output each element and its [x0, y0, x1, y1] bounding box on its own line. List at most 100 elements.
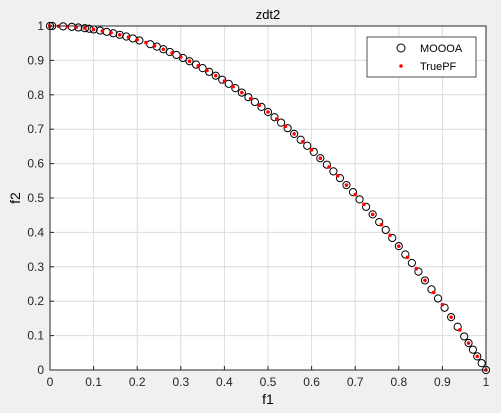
x-tick-label: 0.8 [390, 375, 407, 389]
truepf-point [65, 24, 70, 29]
legend-label-mooooa: MOOOA [420, 43, 463, 55]
mooooa-point [270, 113, 279, 122]
truepf-point [318, 156, 323, 161]
truepf-point [353, 192, 358, 197]
truepf-point [144, 40, 148, 45]
truepf-point [257, 103, 262, 108]
mooooa-point [440, 303, 449, 312]
truepf-point [91, 27, 96, 32]
y-tick-label: 1 [37, 19, 44, 33]
x-tick-label: 0.9 [434, 375, 451, 389]
mooooa-point [342, 180, 351, 190]
legend: MOOOA TruePF [366, 36, 477, 78]
legend-marker-truepf [399, 64, 403, 68]
mooooa-point [224, 79, 233, 88]
mooooa-point [460, 332, 469, 341]
mooooa-point [205, 67, 214, 76]
truepf-point [475, 354, 480, 359]
mooooa-point [250, 97, 260, 107]
truepf-point [388, 233, 392, 238]
truepf-point [405, 255, 410, 260]
mooooa-point [407, 258, 416, 268]
mooooa-point [447, 313, 456, 322]
x-tick-label: 0.4 [216, 375, 233, 389]
mooooa-point [464, 338, 473, 348]
mooooa-point [198, 64, 207, 73]
truepf-point [266, 110, 270, 114]
y-tick-label: 0.4 [27, 225, 44, 239]
mooooa-point [453, 322, 462, 331]
mooooa-point [322, 160, 331, 169]
truepf-point [196, 63, 201, 68]
x-axis-label: f1 [262, 391, 274, 407]
data-points [45, 21, 491, 375]
mooooa-point [375, 217, 384, 227]
mooooa-point [290, 129, 299, 138]
x-tick-label: 0.2 [129, 375, 146, 389]
truepf-point [152, 44, 157, 48]
x-tick-label: 1 [483, 375, 490, 389]
truepf-point [466, 341, 471, 345]
mooooa-point [368, 210, 377, 219]
y-tick-label: 0.7 [27, 122, 44, 136]
truepf-point [170, 51, 174, 55]
mooooa-point [309, 147, 318, 157]
mooooa-point [329, 167, 338, 176]
chart-title: zdt2 [256, 7, 281, 22]
mooooa-point [381, 225, 390, 235]
x-tick-label: 0 [47, 375, 54, 389]
mooooa-point [172, 50, 181, 60]
mooooa-point [296, 135, 305, 144]
mooooa-point [401, 250, 410, 259]
mooooa-point [257, 102, 266, 112]
truepf-point [440, 302, 445, 307]
truepf-point [222, 79, 227, 83]
truepf-point [414, 266, 419, 271]
y-tick-label: 0.1 [27, 329, 44, 343]
truepf-point [362, 202, 366, 207]
truepf-point [231, 84, 235, 89]
mooooa-point [427, 285, 436, 294]
truepf-point [100, 29, 105, 33]
mooooa-point [433, 294, 443, 303]
mooooa-point [355, 195, 364, 204]
mooooa-point [211, 71, 220, 80]
mooooa-point [362, 202, 371, 211]
mooooa-point [263, 107, 273, 117]
truepf-point [309, 148, 314, 152]
mooooa-point [276, 118, 286, 127]
truepf-point [379, 222, 384, 227]
mooooa-point [218, 75, 227, 84]
ticks: 0 0.1 0.2 0.3 0.4 0.5 0.6 0.7 0.8 0.9 1 0 0.1 0.2 0.3 0… [27, 19, 489, 389]
truepf-point [458, 328, 462, 332]
truepf-point [161, 47, 166, 52]
truepf-point [423, 278, 427, 283]
truepf-point [126, 35, 131, 39]
truepf-point [301, 139, 305, 144]
mooooa-point [468, 345, 478, 354]
mooooa-point [80, 24, 89, 33]
mooooa-point [303, 141, 312, 150]
truepf-point [240, 90, 244, 95]
truepf-point [283, 124, 288, 129]
y-tick-label: 0.8 [27, 88, 44, 102]
mooooa-point [473, 352, 482, 361]
mooooa-point [348, 188, 358, 197]
mooooa-point [191, 60, 201, 69]
legend-label-truepf: TruePF [420, 61, 457, 73]
truepf-point [335, 174, 340, 178]
y-tick-label: 0.9 [27, 53, 44, 67]
mooooa-point [316, 154, 325, 163]
x-tick-label: 0.3 [172, 375, 189, 389]
truepf-point [292, 132, 296, 136]
truepf-point [449, 315, 453, 319]
x-tick-label: 0.5 [260, 375, 277, 389]
mooooa-point [414, 267, 423, 276]
truepf-point [344, 183, 349, 187]
y-tick-label: 0.3 [27, 260, 44, 274]
mooooa-point [185, 57, 194, 66]
mooooa-point [420, 276, 430, 285]
truepf-point [370, 212, 375, 217]
truepf-point [327, 165, 331, 169]
